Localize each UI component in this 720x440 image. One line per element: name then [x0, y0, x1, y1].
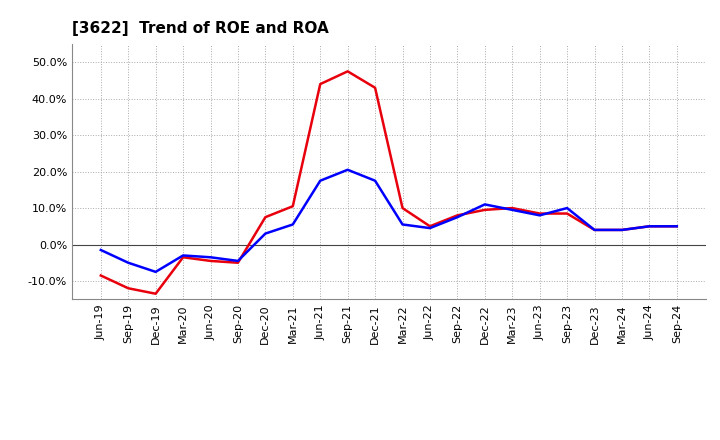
ROA	[371, 178, 379, 183]
ROE	[343, 69, 352, 74]
ROE	[261, 215, 270, 220]
ROE	[233, 260, 242, 265]
ROA	[343, 167, 352, 172]
ROE	[508, 205, 516, 211]
ROA	[590, 227, 599, 233]
ROE	[179, 255, 187, 260]
ROA	[179, 253, 187, 258]
ROE	[590, 227, 599, 233]
ROA	[206, 255, 215, 260]
ROA	[398, 222, 407, 227]
ROA	[261, 231, 270, 236]
ROE	[398, 205, 407, 211]
ROE	[453, 213, 462, 218]
Line: ROE: ROE	[101, 71, 677, 294]
ROE	[96, 273, 105, 278]
ROA	[563, 205, 572, 211]
ROA	[453, 215, 462, 220]
ROE	[371, 85, 379, 90]
ROE	[536, 211, 544, 216]
ROA	[672, 224, 681, 229]
ROE	[645, 224, 654, 229]
ROA	[151, 269, 160, 275]
ROE	[289, 204, 297, 209]
Text: [3622]  Trend of ROE and ROA: [3622] Trend of ROE and ROA	[72, 21, 329, 36]
ROE	[206, 258, 215, 264]
ROA	[233, 258, 242, 264]
Line: ROA: ROA	[101, 170, 677, 272]
ROA	[618, 227, 626, 233]
ROA	[508, 207, 516, 213]
ROA	[289, 222, 297, 227]
ROA	[124, 260, 132, 265]
ROE	[618, 227, 626, 233]
ROE	[426, 224, 434, 229]
ROE	[316, 81, 325, 87]
Legend: ROE, ROA: ROE, ROA	[310, 438, 467, 440]
ROA	[316, 178, 325, 183]
ROE	[563, 211, 572, 216]
ROA	[536, 213, 544, 218]
ROA	[96, 247, 105, 253]
ROA	[480, 202, 489, 207]
ROE	[151, 291, 160, 297]
ROE	[672, 224, 681, 229]
ROE	[124, 286, 132, 291]
ROE	[480, 207, 489, 213]
ROA	[645, 224, 654, 229]
ROA	[426, 225, 434, 231]
